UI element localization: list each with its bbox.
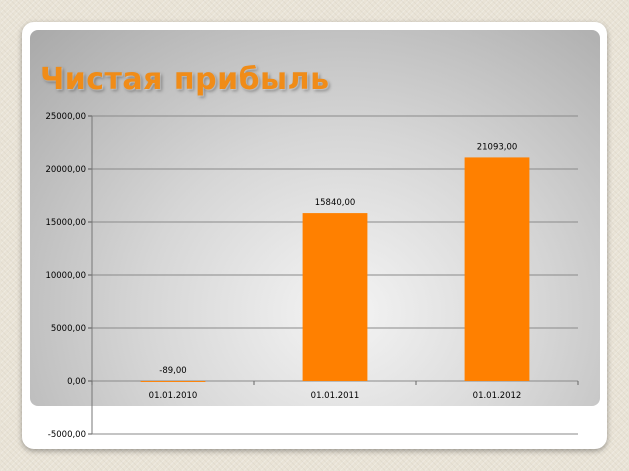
bar bbox=[464, 157, 530, 381]
y-tick-label: 25000,00 bbox=[45, 112, 86, 122]
y-tick-label: -5000,00 bbox=[48, 430, 86, 440]
bar bbox=[302, 213, 368, 381]
x-tick-label: 01.01.2012 bbox=[473, 391, 522, 401]
x-tick-label: 01.01.2010 bbox=[149, 391, 198, 401]
bar bbox=[140, 381, 206, 382]
x-tick-label: 01.01.2011 bbox=[311, 391, 360, 401]
y-tick-label: 20000,00 bbox=[45, 165, 86, 175]
y-tick-label: 15000,00 bbox=[45, 218, 86, 228]
y-tick-label: 5000,00 bbox=[51, 324, 86, 334]
data-label: 15840,00 bbox=[315, 198, 356, 208]
y-tick-label: 10000,00 bbox=[45, 271, 86, 281]
data-label: -89,00 bbox=[159, 366, 186, 376]
y-tick-label: 0,00 bbox=[67, 377, 86, 387]
data-label: 21093,00 bbox=[477, 142, 518, 152]
chart-title: Чистая прибыль bbox=[40, 62, 330, 97]
